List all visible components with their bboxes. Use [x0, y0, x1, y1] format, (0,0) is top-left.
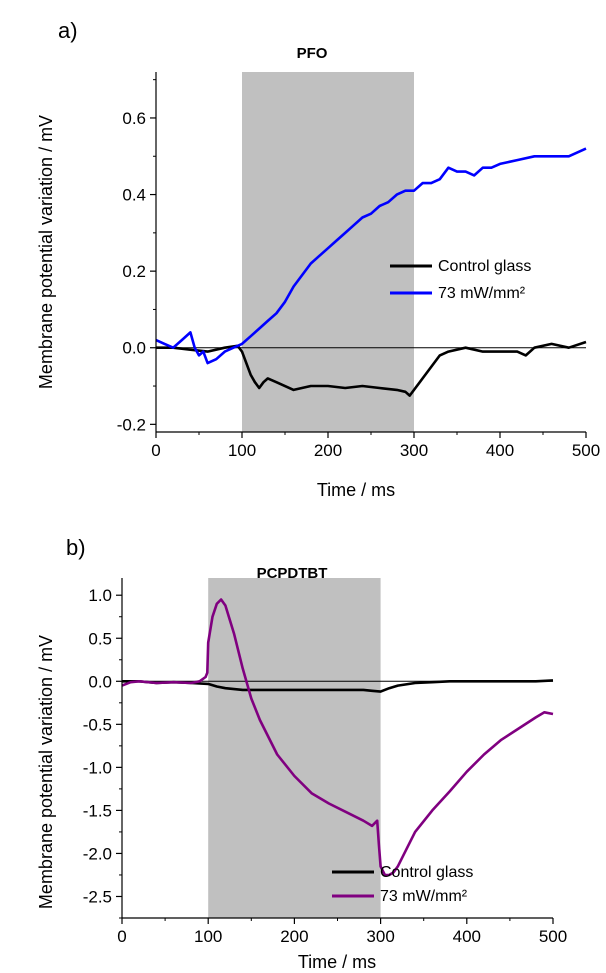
- panel-b-legend-label-irradiated: 73 mW/mm²: [380, 888, 468, 905]
- panel-b-series-control-line: [122, 679, 554, 693]
- panel-a-xlabel: Time / ms: [317, 480, 395, 500]
- panel-a-x-tick-label: 500: [572, 441, 600, 460]
- panel-b-y-tick-label: -1.0: [83, 758, 112, 777]
- panel-b-series-irradiated-line: [121, 598, 554, 877]
- panel-a-x-tick-label: 400: [486, 441, 514, 460]
- panel-a-series-irradiated-line: [155, 147, 587, 365]
- panel-a-axes: 0 100 200 300 400 500 -0.2 0.0 0.2 0.4 0.6: [117, 72, 600, 460]
- panel-b-x-tick-label: 100: [194, 927, 222, 946]
- panel-a-ylabel: Membrane potential variation / mV: [36, 115, 56, 389]
- panel-b-legend-label-control: Control glass: [380, 864, 473, 881]
- panel-a-y-tick-label: -0.2: [117, 415, 146, 434]
- panel-a-x-tick-label: 200: [314, 441, 342, 460]
- panel-b-y-tick-label: 0.0: [88, 672, 112, 691]
- panel-b: b) PCPDTBT 0 100 200 300 400 500 -2.5 -2.0 -1.5 -…: [36, 535, 567, 972]
- panel-a: a) PFO 0 100 200 300 400 500-0.20.00.20.40.6 …: [36, 18, 600, 500]
- panel-a-series-control-line: [156, 340, 587, 397]
- panel-b-y-tick-label: -2.0: [83, 844, 112, 863]
- panel-a-x-tick-label: 300: [400, 441, 428, 460]
- panel-b-x-tick-label: 400: [453, 927, 481, 946]
- panel-b-x-tick-label: 0: [117, 927, 126, 946]
- panel-b-x-tick-label: 300: [366, 927, 394, 946]
- panel-b-y-tick-label: 1.0: [88, 586, 112, 605]
- panel-a-y-tick-label: 0.4: [122, 186, 146, 205]
- panel-b-title: PCPDTBT: [257, 565, 328, 582]
- panel-b-label: b): [66, 535, 86, 560]
- panel-b-y-tick-label: -2.5: [83, 887, 112, 906]
- panel-b-xlabel: Time / ms: [298, 952, 376, 972]
- panel-b-y-tick-label: -1.5: [83, 801, 112, 820]
- panel-a-legend-label-control: Control glass: [438, 258, 531, 275]
- panel-b-light-on-band: [208, 578, 381, 918]
- panel-a-title: PFO: [297, 45, 328, 62]
- panel-a-y-tick-label: 0.2: [122, 262, 146, 281]
- panel-a-series: [155, 147, 587, 397]
- panel-b-x-tick-label: 200: [280, 927, 308, 946]
- panel-b-light-interval: [208, 578, 381, 918]
- panel-b-axes: 0 100 200 300 400 500 -2.5 -2.0 -1.5 -1.0 -0.5 0.0 0…: [83, 578, 567, 946]
- panel-b-ylabel: Membrane potential variation / mV: [36, 635, 56, 909]
- panel-a-light-interval: [242, 72, 414, 432]
- panel-b-x-tick-label: 500: [539, 927, 567, 946]
- panel-a-label: a): [58, 18, 78, 43]
- panel-b-y-tick-label: -0.5: [83, 715, 112, 734]
- panel-a-x-tick-label: 100: [228, 441, 256, 460]
- panel-a-light-on-band: [242, 72, 414, 432]
- panel-a-x-tick-label: 0: [151, 441, 160, 460]
- panel-b-y-tick-label: 0.5: [88, 629, 112, 648]
- panel-a-legend-label-irradiated: 73 mW/mm²: [438, 285, 526, 302]
- panel-a-y-tick-label: 0.6: [122, 109, 146, 128]
- panel-b-series: [121, 598, 554, 877]
- panel-a-y-tick-label: 0.0: [122, 339, 146, 358]
- panel-b-legend: Control glass 73 mW/mm²: [332, 864, 473, 905]
- panel-a-legend: Control glass 73 mW/mm²: [390, 258, 531, 302]
